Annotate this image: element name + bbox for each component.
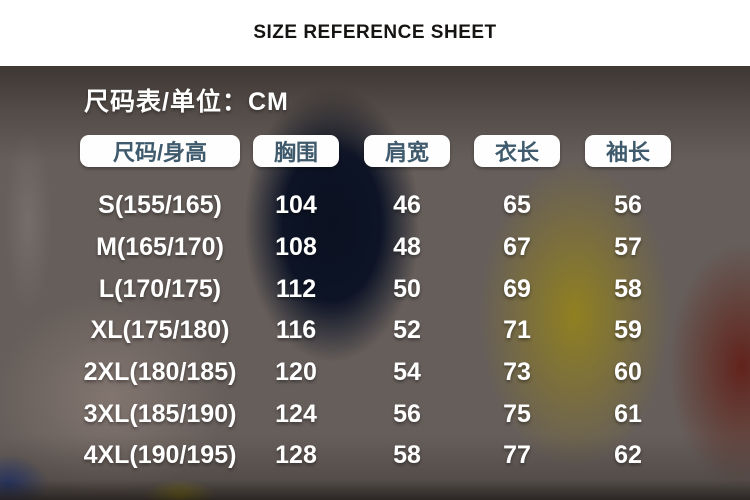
size-table: 尺码/身高 胸围 肩宽 衣长 袖长 S(155/165) 104 46 65 5… — [80, 134, 684, 477]
chest-value: 116 — [275, 316, 317, 345]
length-value: 69 — [503, 274, 531, 303]
sleeve-value: 56 — [614, 191, 642, 220]
table-row: 2XL(180/185) 120 54 73 60 — [80, 352, 684, 394]
size-label: S(155/165) — [98, 191, 222, 220]
shoulder-value: 58 — [393, 441, 421, 470]
shoulder-value: 54 — [393, 358, 421, 387]
blurred-product-photo-background: 尺码表/单位：CM 尺码/身高 胸围 肩宽 衣长 袖长 S(155/165) 1… — [0, 66, 750, 500]
length-value: 71 — [503, 316, 531, 345]
shoulder-value: 48 — [393, 233, 421, 262]
shoulder-value: 52 — [393, 316, 421, 345]
column-header-length: 衣长 — [474, 135, 560, 167]
size-chart-title: 尺码表/单位：CM — [84, 88, 289, 116]
sleeve-value: 61 — [614, 399, 642, 428]
size-table-header: 尺码/身高 胸围 肩宽 衣长 袖长 — [80, 134, 684, 168]
sleeve-value: 57 — [614, 233, 642, 262]
sleeve-value: 59 — [614, 316, 642, 345]
chest-value: 120 — [275, 358, 317, 387]
length-value: 73 — [503, 358, 531, 387]
size-label: M(165/170) — [96, 233, 224, 262]
column-header-shoulder: 肩宽 — [364, 135, 450, 167]
top-banner: SIZE REFERENCE SHEET — [0, 0, 750, 66]
length-value: 67 — [503, 233, 531, 262]
table-row: XL(175/180) 116 52 71 59 — [80, 310, 684, 352]
length-value: 75 — [503, 399, 531, 428]
size-table-body: S(155/165) 104 46 65 56 M(165/170) 108 4… — [80, 185, 684, 477]
length-value: 77 — [503, 441, 531, 470]
length-value: 65 — [503, 191, 531, 220]
column-header-chest: 胸围 — [253, 135, 339, 167]
table-row: 3XL(185/190) 124 56 75 61 — [80, 393, 684, 435]
chest-value: 112 — [275, 274, 317, 303]
chest-value: 108 — [275, 233, 317, 262]
size-label: L(170/175) — [98, 274, 222, 303]
shoulder-value: 56 — [393, 399, 421, 428]
table-row: S(155/165) 104 46 65 56 — [80, 185, 684, 227]
sleeve-value: 58 — [614, 274, 642, 303]
table-row: L(170/175) 112 50 69 58 — [80, 268, 684, 310]
shoulder-value: 50 — [393, 274, 421, 303]
sleeve-value: 62 — [614, 441, 642, 470]
shoulder-value: 46 — [393, 191, 421, 220]
table-row: M(165/170) 108 48 67 57 — [80, 227, 684, 269]
size-label: XL(175/180) — [90, 316, 230, 345]
page-title: SIZE REFERENCE SHEET — [253, 22, 497, 43]
table-row: 4XL(190/195) 128 58 77 62 — [80, 435, 684, 477]
chest-value: 124 — [275, 399, 317, 428]
column-header-sleeve: 袖长 — [585, 135, 671, 167]
chest-value: 104 — [275, 191, 317, 220]
size-label: 3XL(185/190) — [83, 399, 237, 428]
size-label: 4XL(190/195) — [83, 441, 237, 470]
size-label: 2XL(180/185) — [83, 358, 237, 387]
column-header-size-height: 尺码/身高 — [80, 135, 240, 167]
chest-value: 128 — [275, 441, 317, 470]
sleeve-value: 60 — [614, 358, 642, 387]
